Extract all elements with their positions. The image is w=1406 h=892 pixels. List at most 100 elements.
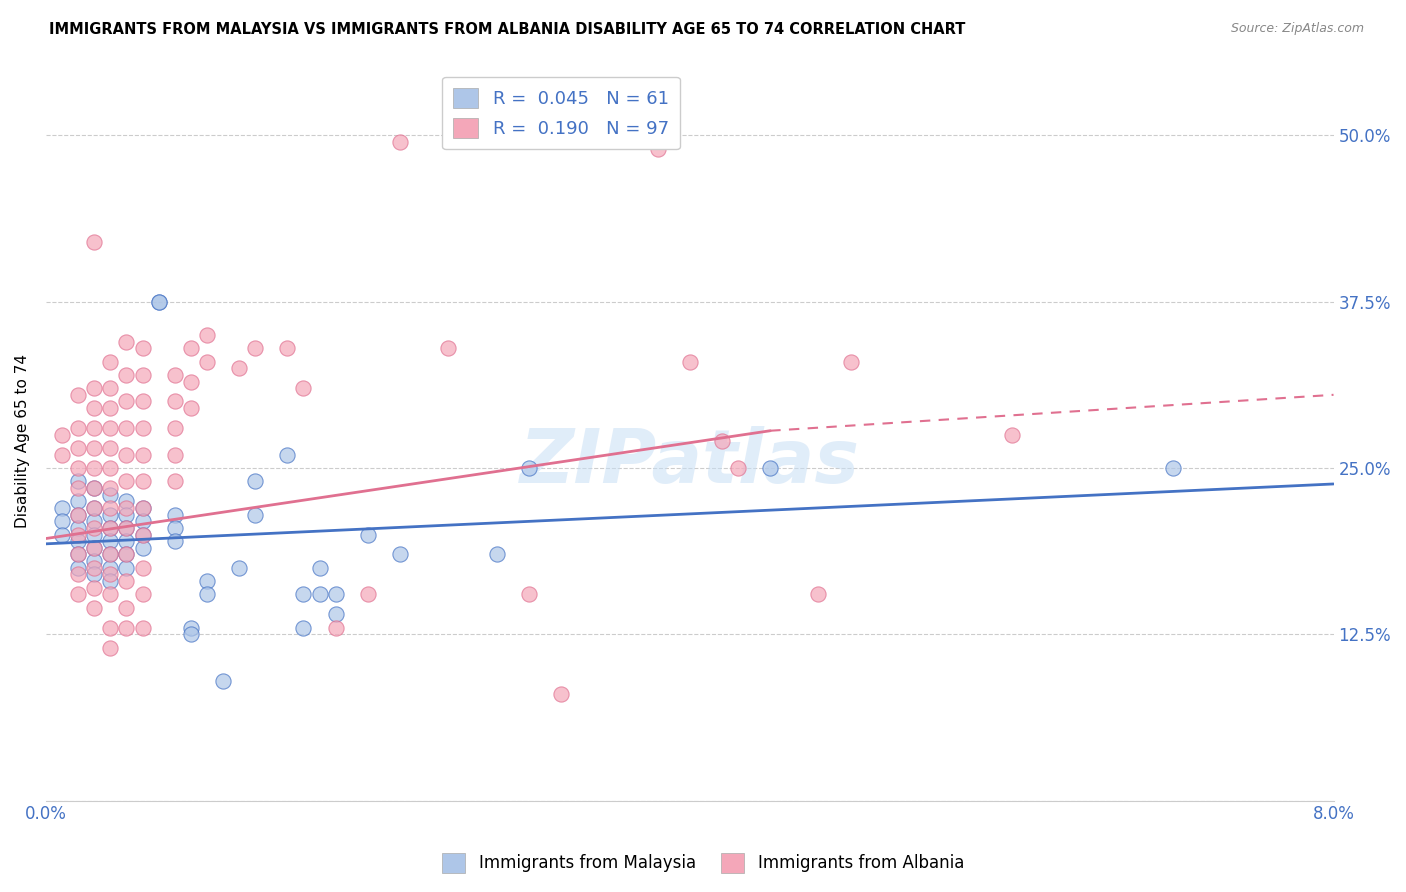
Point xyxy=(83,567,105,582)
Point xyxy=(245,508,267,522)
Point xyxy=(67,521,90,535)
Text: IMMIGRANTS FROM MALAYSIA VS IMMIGRANTS FROM ALBANIA DISABILITY AGE 65 TO 74 CORR: IMMIGRANTS FROM MALAYSIA VS IMMIGRANTS F… xyxy=(49,22,966,37)
Point xyxy=(517,587,540,601)
Point xyxy=(115,600,138,615)
Point xyxy=(839,354,862,368)
Point xyxy=(67,508,90,522)
Point xyxy=(67,494,90,508)
Point xyxy=(67,388,90,402)
Point xyxy=(163,521,186,535)
Point xyxy=(276,448,298,462)
Point xyxy=(67,421,90,435)
Point xyxy=(131,587,153,601)
Point xyxy=(83,554,105,568)
Point xyxy=(180,375,202,389)
Point xyxy=(807,587,830,601)
Point xyxy=(83,461,105,475)
Point xyxy=(83,600,105,615)
Point xyxy=(51,427,73,442)
Point xyxy=(389,548,412,562)
Text: Source: ZipAtlas.com: Source: ZipAtlas.com xyxy=(1230,22,1364,36)
Point xyxy=(115,561,138,575)
Point xyxy=(115,548,138,562)
Point xyxy=(727,461,749,475)
Point xyxy=(83,401,105,416)
Point xyxy=(308,561,330,575)
Point xyxy=(437,341,460,355)
Text: ZIPatlas: ZIPatlas xyxy=(520,426,859,500)
Point xyxy=(98,481,121,495)
Point xyxy=(83,235,105,249)
Point xyxy=(83,561,105,575)
Point xyxy=(67,567,90,582)
Point xyxy=(647,142,669,156)
Point xyxy=(292,621,315,635)
Point xyxy=(51,527,73,541)
Point xyxy=(115,475,138,489)
Point xyxy=(389,135,412,149)
Point xyxy=(67,548,90,562)
Point xyxy=(98,521,121,535)
Point xyxy=(163,475,186,489)
Point xyxy=(98,487,121,501)
Point xyxy=(67,461,90,475)
Point xyxy=(131,514,153,528)
Point xyxy=(98,548,121,562)
Point xyxy=(98,574,121,588)
Point xyxy=(325,621,347,635)
Point xyxy=(131,475,153,489)
Point xyxy=(325,587,347,601)
Point xyxy=(67,508,90,522)
Point xyxy=(163,534,186,549)
Point xyxy=(115,421,138,435)
Point xyxy=(83,527,105,541)
Point xyxy=(83,481,105,495)
Point xyxy=(83,500,105,515)
Point xyxy=(679,354,702,368)
Point xyxy=(228,561,250,575)
Point xyxy=(98,548,121,562)
Point xyxy=(67,475,90,489)
Point xyxy=(357,527,380,541)
Point xyxy=(163,508,186,522)
Point xyxy=(98,441,121,455)
Point xyxy=(115,500,138,515)
Point xyxy=(98,521,121,535)
Point xyxy=(195,354,218,368)
Point xyxy=(98,640,121,655)
Point xyxy=(98,587,121,601)
Point xyxy=(292,381,315,395)
Point xyxy=(131,500,153,515)
Point xyxy=(83,500,105,515)
Point xyxy=(98,561,121,575)
Point xyxy=(195,587,218,601)
Point xyxy=(115,448,138,462)
Point xyxy=(245,475,267,489)
Point xyxy=(51,514,73,528)
Legend: Immigrants from Malaysia, Immigrants from Albania: Immigrants from Malaysia, Immigrants fro… xyxy=(436,847,970,880)
Point xyxy=(195,327,218,342)
Point xyxy=(163,368,186,382)
Point xyxy=(212,673,235,688)
Point xyxy=(115,521,138,535)
Point xyxy=(51,500,73,515)
Point xyxy=(148,294,170,309)
Point xyxy=(131,621,153,635)
Point xyxy=(163,421,186,435)
Point xyxy=(115,548,138,562)
Point xyxy=(115,534,138,549)
Point xyxy=(98,401,121,416)
Point xyxy=(485,548,508,562)
Point xyxy=(131,527,153,541)
Point xyxy=(98,621,121,635)
Point xyxy=(98,381,121,395)
Point xyxy=(67,561,90,575)
Point xyxy=(98,461,121,475)
Point xyxy=(83,581,105,595)
Point xyxy=(1001,427,1024,442)
Point xyxy=(550,687,572,701)
Point xyxy=(67,587,90,601)
Point xyxy=(710,434,733,449)
Point xyxy=(98,567,121,582)
Point xyxy=(115,494,138,508)
